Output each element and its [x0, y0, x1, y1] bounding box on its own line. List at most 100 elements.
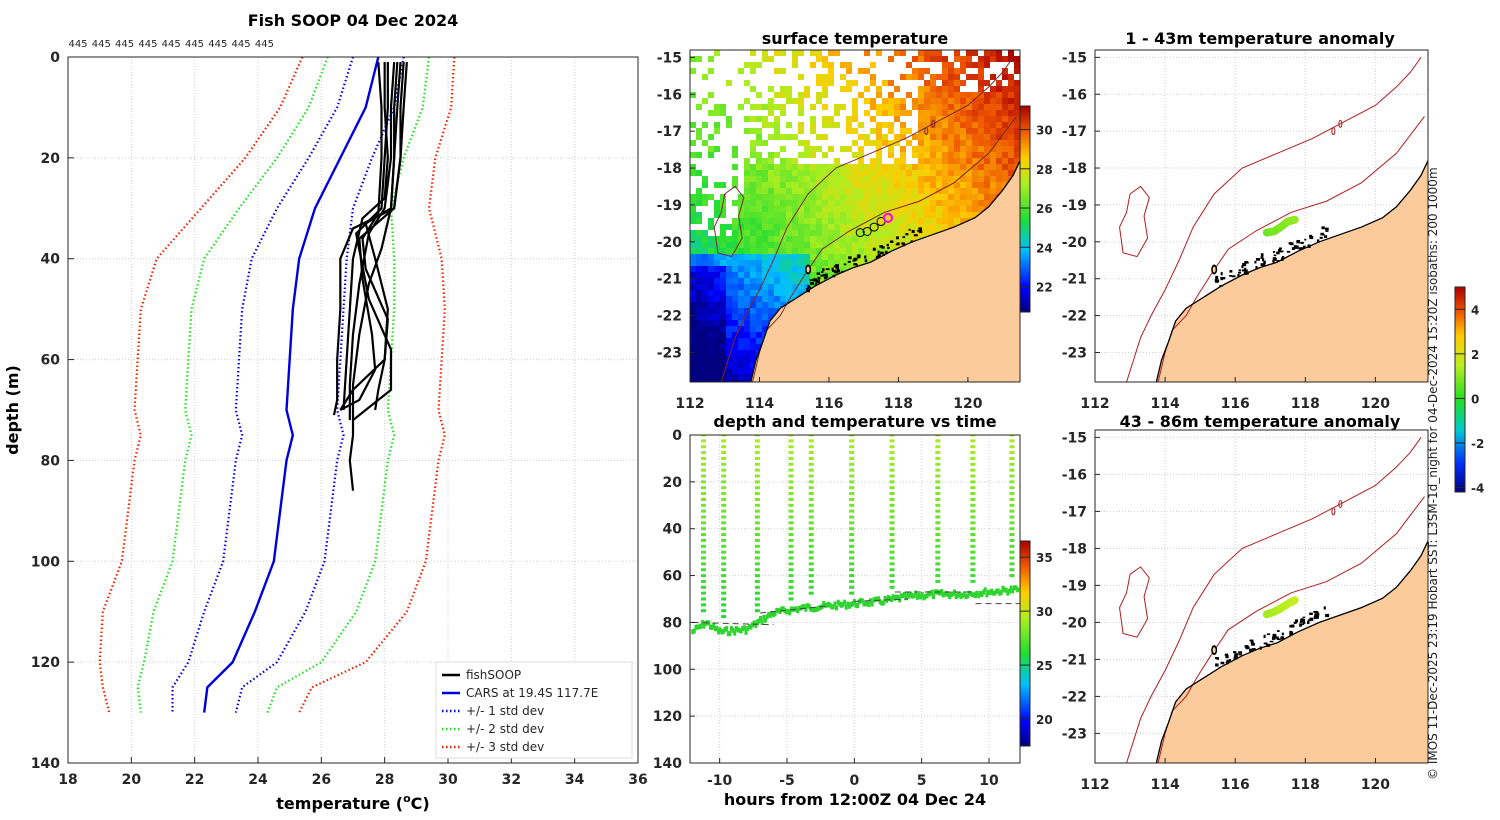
sst-pixel — [714, 260, 720, 266]
sst-colorbar-label: 30 — [1036, 124, 1053, 138]
sst-pixel — [948, 182, 954, 188]
sst-pixel — [930, 146, 936, 152]
coastal-island — [847, 260, 851, 263]
cast-dot — [700, 462, 706, 466]
sst-pixel — [870, 164, 876, 170]
y-tick-label: 100 — [31, 554, 60, 570]
sst-pixel — [924, 176, 930, 182]
sst-pixel — [816, 176, 822, 182]
sst-pixel — [996, 98, 1002, 104]
coastal-island — [853, 257, 858, 261]
sst-pixel — [756, 230, 762, 236]
sst-pixel — [708, 134, 714, 140]
coastal-island — [1309, 234, 1313, 238]
sst-pixel — [1008, 98, 1014, 104]
bottom-track-dot — [749, 624, 753, 630]
sst-pixel — [846, 116, 852, 122]
sst-pixel — [864, 164, 870, 170]
sst-pixel — [996, 188, 1002, 194]
sst-pixel — [714, 254, 720, 260]
sst-pixel — [738, 338, 744, 344]
cast-dot — [935, 497, 941, 501]
cast-dot — [700, 509, 706, 513]
cast-dot — [889, 568, 895, 572]
bottom-track-dot — [915, 594, 919, 600]
sst-pixel — [768, 86, 774, 92]
sst-pixel — [762, 200, 768, 206]
sst-pixel — [780, 92, 786, 98]
coastal-island — [902, 236, 906, 238]
sst-pixel — [960, 134, 966, 140]
sst-pixel — [804, 86, 810, 92]
fish-profile-cast6 — [361, 61, 389, 411]
sst-pixel — [774, 308, 780, 314]
cast-dot — [1009, 574, 1015, 578]
sst-pixel — [972, 188, 978, 194]
sst-pixel — [840, 146, 846, 152]
sst-pixel — [690, 260, 696, 266]
bottom-track-dot — [784, 609, 788, 615]
sst-pixel — [918, 170, 924, 176]
sst-pixel — [816, 194, 822, 200]
sst-pixel — [924, 188, 930, 194]
cast-dot — [1009, 503, 1015, 507]
sst-pixel — [798, 122, 804, 128]
sst-pixel — [852, 194, 858, 200]
sst-pixel — [756, 302, 762, 308]
coastal-island — [1216, 279, 1220, 283]
sst-pixel — [690, 152, 696, 158]
cast-dot — [889, 574, 895, 578]
sst-pixel — [816, 134, 822, 140]
sst-pixel — [906, 92, 912, 98]
sst-pixel — [1014, 158, 1020, 164]
sst-pixel — [726, 242, 732, 248]
cast-dot — [721, 527, 727, 531]
sst-pixel — [858, 68, 864, 74]
sst-pixel — [702, 314, 708, 320]
sst-pixel — [804, 206, 810, 212]
sst-pixel — [768, 260, 774, 266]
sst-pixel — [822, 104, 828, 110]
coastal-island — [1307, 619, 1311, 622]
bottom-track-dot — [852, 598, 856, 604]
sst-pixel — [690, 242, 696, 248]
sst-pixel — [984, 110, 990, 116]
sst-pixel — [876, 188, 882, 194]
sst-pixel — [930, 110, 936, 116]
coastal-island — [1234, 653, 1239, 656]
sst-pixel — [978, 206, 984, 212]
sst-pixel — [930, 176, 936, 182]
sst-pixel — [744, 182, 750, 188]
sst-pixel — [918, 110, 924, 116]
sst-pixel — [786, 284, 792, 290]
sst-pixel — [870, 194, 876, 200]
coastal-island — [1276, 636, 1279, 640]
sst-pixel — [954, 56, 960, 62]
sst-pixel — [816, 164, 822, 170]
cast-dot — [700, 597, 706, 601]
sst-pixel — [816, 170, 822, 176]
sst-pixel — [822, 194, 828, 200]
bottom-track-dot — [873, 596, 877, 602]
sst-pixel — [852, 152, 858, 158]
sst-pixel — [852, 128, 858, 134]
coastal-island — [1319, 236, 1323, 239]
sst-pixel — [852, 254, 858, 260]
sst-pixel — [1002, 170, 1008, 176]
cast-dot — [970, 556, 976, 560]
anomaly-colorbar-frame — [1454, 286, 1466, 493]
sst-pixel — [726, 224, 732, 230]
sst-pixel — [690, 278, 696, 284]
cast-dot — [849, 439, 855, 443]
sst-pixel — [774, 50, 780, 56]
cast-dot — [788, 439, 794, 443]
sst-pixel — [750, 236, 756, 242]
sst-pixel — [882, 110, 888, 116]
sst-pixel — [816, 254, 822, 260]
sst-pixel — [978, 140, 984, 146]
sst-pixel — [792, 62, 798, 68]
sst-pixel — [774, 134, 780, 140]
sst-pixel — [768, 242, 774, 248]
bottom-track-dot — [1011, 588, 1015, 594]
coastal-island — [905, 233, 909, 236]
